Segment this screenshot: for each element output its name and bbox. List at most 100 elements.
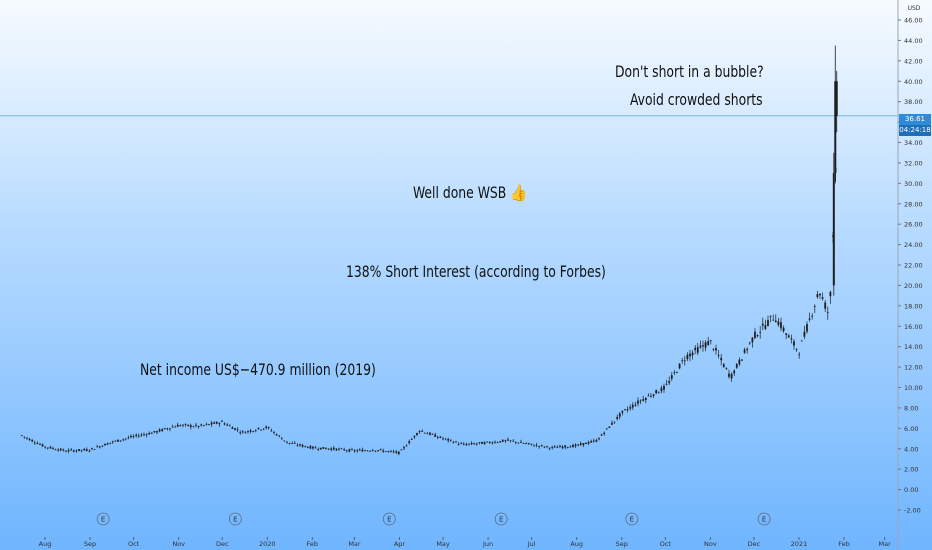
candle-body [140,434,143,436]
candle-body [488,442,491,443]
candle-body [462,443,465,445]
candle-body [626,409,629,411]
candle-body [790,338,793,340]
annotation-bubble: Don't short in a bubble? [615,62,764,81]
candle-body [252,430,255,432]
candle-body [673,372,676,374]
x-tick-label: Nov [172,540,185,548]
candle-body [735,364,738,368]
candle-body [603,432,606,434]
candle-body [759,331,762,333]
candle-body [811,315,814,317]
candle-body [374,450,377,452]
candle-body [533,445,535,447]
candle-body [67,449,70,452]
candle-body [447,438,450,441]
candle-body [512,440,515,442]
candle-body [787,335,790,338]
candle-body [353,450,356,452]
candle-body [93,449,96,450]
candle-body [501,439,504,442]
candle-body [621,410,624,413]
candle-body [465,444,468,446]
candle-body [699,345,702,348]
candle-body [475,443,478,445]
y-tick-label: 40.00 [904,78,923,86]
annotation-crowded-shorts: Avoid crowded shorts [630,90,763,109]
candle-body [579,443,582,445]
candle-body [223,423,226,425]
candle-body [806,324,808,332]
candle-body [522,443,525,444]
candle-body [197,426,200,427]
candle-body [798,354,801,356]
last-price-label: 36.61 [899,114,931,125]
candle-body [46,447,49,449]
candle-body [338,448,340,450]
candle-body [657,392,660,394]
candle-body [556,447,559,449]
earnings-marker [757,512,771,526]
candle-body [460,443,463,445]
candle-body [150,432,153,434]
candle-body [650,396,652,397]
candle-body [668,380,671,384]
candle-body [826,312,829,314]
candle-body [756,335,759,337]
candle-body [403,447,405,449]
candle-body [712,348,715,350]
candle-body [270,430,273,432]
candle-body [553,446,556,448]
candle-body [189,425,192,428]
y-tick-label: 30.00 [904,180,923,188]
candle-body [707,341,710,346]
candle-body [127,437,130,439]
candle-body [379,449,382,451]
candle-body [400,449,403,451]
candle-body [748,342,751,344]
candle-body [208,424,210,425]
earnings-marker-label: E [499,516,503,524]
candle-body [62,449,65,451]
candle-body [605,428,608,430]
candle-body [405,445,408,447]
candle-body [395,451,398,453]
x-tick-label: Aug [39,540,52,548]
candle-body [249,430,252,432]
candle-body [691,352,694,356]
candle-body [52,448,54,449]
candle-body [306,447,309,448]
y-tick-label: 22.00 [904,262,923,270]
candle-body [202,425,205,427]
candle-body [676,372,678,374]
candle-body [715,348,717,351]
candle-body [585,442,587,445]
candle-body [494,441,496,443]
candle-body [148,432,151,435]
candle-body [561,446,564,449]
annotation-net-income: Net income US$−470.9 million (2019) [140,360,376,379]
candle-body [364,450,366,452]
y-tick-label: 8.00 [904,404,918,412]
earnings-marker [228,512,242,526]
earnings-marker-label: E [387,516,391,524]
candle-body [325,448,327,450]
candle-body [36,443,39,444]
candle-body [652,394,655,396]
candle-body [163,428,166,430]
candle-body [322,447,325,449]
candle-body [743,349,746,353]
candle-body [665,383,668,385]
candle-body [637,400,639,404]
candle-body [600,434,603,436]
candle-body [535,444,538,446]
candle-body [416,433,418,435]
candle-body [491,442,494,444]
candle-body [397,451,400,455]
candle-body [483,442,486,445]
candle-body [587,442,590,444]
candle-body [824,302,827,309]
candle-body [33,442,36,444]
